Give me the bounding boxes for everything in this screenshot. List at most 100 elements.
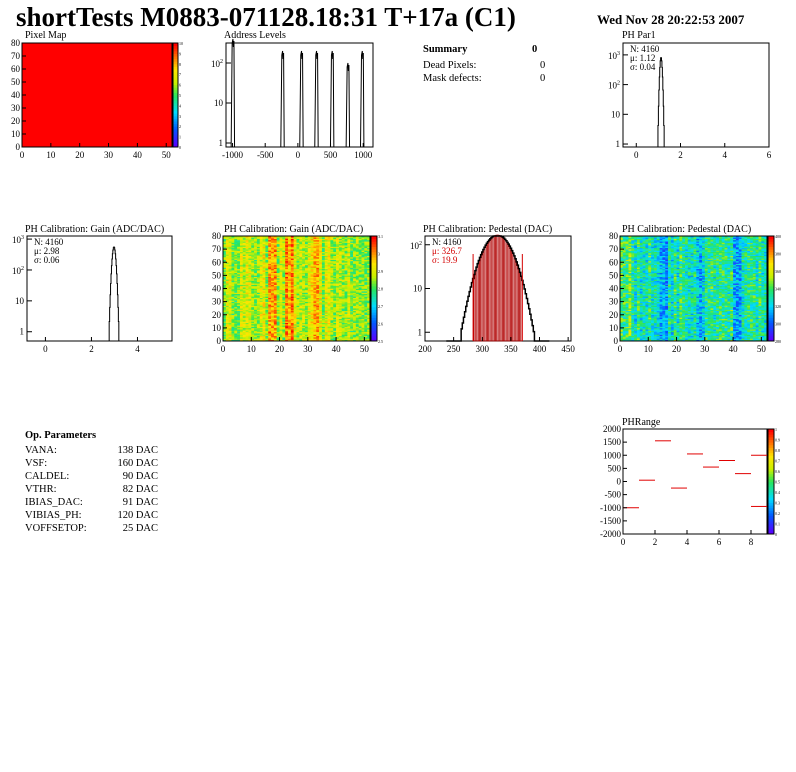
heatmap-cell bbox=[304, 263, 309, 266]
heatmap-cell bbox=[288, 268, 292, 271]
heatmap-cell bbox=[364, 236, 368, 238]
heatmap-cell bbox=[271, 299, 275, 301]
heatmap-cell bbox=[254, 258, 258, 260]
heatmap-cell bbox=[313, 264, 317, 267]
heatmap-cell bbox=[265, 304, 269, 306]
heatmap-cell bbox=[634, 320, 638, 322]
heatmap-cell bbox=[321, 313, 326, 316]
x-tick-label: 200 bbox=[418, 344, 432, 354]
gain-map-colorbar-band bbox=[371, 278, 377, 282]
heatmap-cell bbox=[285, 279, 289, 281]
heatmap-cell bbox=[319, 289, 323, 292]
heatmap-cell bbox=[327, 313, 331, 316]
heatmap-cell bbox=[338, 310, 343, 313]
heatmap-cell bbox=[338, 323, 343, 326]
heatmap-cell bbox=[344, 264, 348, 267]
heatmap-cell bbox=[336, 313, 340, 316]
heatmap-cell bbox=[290, 241, 294, 243]
heatmap-cell bbox=[364, 323, 368, 326]
heatmap-cell bbox=[256, 263, 261, 266]
heatmap-cell bbox=[304, 339, 309, 342]
heatmap-cell bbox=[228, 334, 232, 337]
heatmap-cell bbox=[341, 333, 345, 335]
heatmap-cell bbox=[330, 250, 334, 253]
heatmap-cell bbox=[251, 266, 255, 268]
heatmap-cell bbox=[330, 339, 334, 342]
heatmap-cell bbox=[338, 339, 343, 342]
heatmap-cell bbox=[254, 238, 258, 241]
heatmap-cell bbox=[336, 325, 340, 327]
heatmap-cell bbox=[228, 283, 232, 285]
heatmap-cell bbox=[251, 296, 255, 298]
heatmap-cell bbox=[279, 245, 283, 247]
heatmap-cell bbox=[296, 322, 300, 325]
heatmap-cell bbox=[622, 320, 626, 322]
heatmap-cell bbox=[347, 271, 351, 274]
heatmap-cell bbox=[628, 287, 632, 289]
pixel-map-colorbar-band bbox=[173, 102, 178, 106]
heatmap-cell bbox=[620, 313, 624, 316]
heatmap-cell bbox=[223, 322, 227, 325]
heatmap-cell bbox=[259, 339, 263, 342]
heatmap-cell bbox=[622, 287, 626, 289]
heatmap-cell bbox=[279, 323, 283, 326]
heatmap-cell bbox=[344, 275, 348, 277]
heatmap-cell bbox=[367, 329, 371, 331]
heatmap-cell bbox=[361, 281, 365, 284]
heatmap-cell bbox=[242, 254, 246, 256]
heatmap-cell bbox=[237, 327, 241, 330]
heatmap-cell bbox=[234, 300, 238, 302]
heatmap-cell bbox=[268, 305, 272, 308]
heatmap-cell bbox=[625, 284, 629, 287]
pixel-map-colorbar-band bbox=[173, 50, 178, 54]
heatmap-cell bbox=[282, 308, 286, 310]
heatmap-cell bbox=[353, 284, 357, 287]
gain-map-colorbar-band bbox=[371, 293, 377, 297]
heatmap-cell bbox=[364, 284, 368, 287]
heatmap-cell bbox=[276, 272, 280, 275]
heatmap-cell bbox=[285, 236, 289, 238]
heatmap-cell bbox=[344, 317, 348, 319]
heatmap-cell bbox=[338, 280, 343, 283]
heatmap-cell bbox=[302, 321, 306, 323]
heatmap-cell bbox=[333, 306, 337, 309]
heatmap-cell bbox=[288, 264, 292, 267]
heatmap-cell bbox=[225, 334, 229, 337]
heatmap-cell bbox=[355, 297, 359, 300]
heatmap-cell bbox=[234, 291, 238, 293]
heatmap-cell bbox=[293, 271, 297, 274]
heatmap-cell bbox=[296, 314, 300, 317]
heatmap-cell bbox=[265, 278, 269, 280]
heatmap-cell bbox=[302, 272, 306, 275]
heatmap-cell bbox=[248, 339, 252, 342]
heatmap-cell bbox=[367, 322, 371, 325]
heatmap-cell bbox=[302, 267, 306, 270]
heatmap-cell bbox=[259, 288, 263, 291]
heatmap-cell bbox=[242, 331, 246, 334]
heatmap-cell bbox=[319, 326, 323, 329]
heatmap-cell bbox=[628, 331, 632, 334]
heatmap-cell bbox=[231, 296, 235, 298]
heatmap-cell bbox=[259, 337, 263, 339]
heatmap-cell bbox=[361, 305, 365, 308]
heatmap-cell bbox=[620, 287, 624, 289]
heatmap-cell bbox=[279, 242, 283, 245]
heatmap-cell bbox=[353, 308, 357, 310]
address-peak bbox=[360, 50, 365, 148]
heatmap-cell bbox=[338, 289, 343, 292]
heatmap-cell bbox=[245, 299, 249, 301]
heatmap-cell bbox=[620, 275, 624, 277]
heatmap-cell bbox=[254, 237, 258, 239]
heatmap-cell bbox=[316, 320, 320, 322]
heatmap-cell bbox=[350, 287, 354, 289]
heatmap-cell bbox=[620, 310, 624, 313]
heatmap-cell bbox=[307, 318, 311, 321]
heatmap-cell bbox=[319, 263, 323, 266]
heatmap-cell bbox=[344, 334, 348, 337]
heatmap-cell bbox=[316, 329, 320, 331]
heatmap-cell bbox=[319, 316, 323, 318]
heatmap-cell bbox=[631, 280, 635, 283]
heatmap-cell bbox=[259, 317, 263, 319]
heatmap-cell bbox=[324, 268, 328, 271]
heatmap-cell bbox=[321, 251, 326, 254]
